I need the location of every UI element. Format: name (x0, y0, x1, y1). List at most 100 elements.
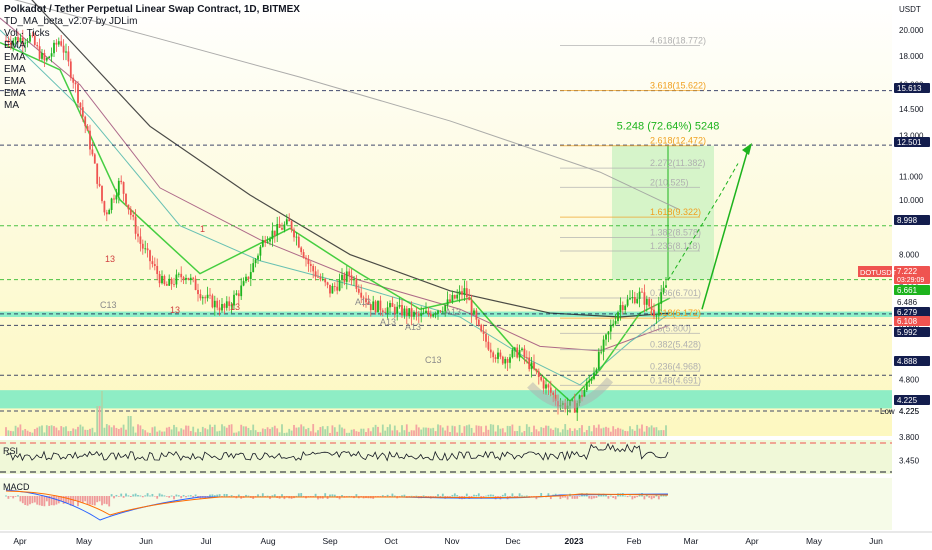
macd-histogram-bar (161, 494, 163, 497)
volume-bar (609, 431, 612, 436)
chart-title: Polkadot / Tether Perpetual Linear Swap … (4, 4, 300, 15)
candle-body (401, 304, 403, 316)
ma-label-5[interactable]: EMA (4, 88, 26, 99)
candle-body (201, 297, 204, 299)
candle-body (348, 271, 351, 276)
macd-histogram-bar (223, 493, 226, 497)
volume-bar (583, 432, 586, 436)
macd-histogram-bar (67, 496, 70, 504)
indicator-label[interactable]: TD_MA_beta_v2.07 by JDLim (4, 16, 138, 27)
volume-bar (122, 424, 125, 436)
price-label-7: 6.108 (897, 317, 918, 326)
macd-histogram-bar (590, 496, 593, 500)
candle-body (127, 204, 130, 210)
macd-histogram-bar (269, 496, 271, 500)
candle-body (233, 294, 235, 306)
candle-body (285, 219, 288, 225)
volume-bar (607, 427, 610, 436)
volume-bar (631, 429, 634, 436)
macd-histogram-bar (629, 495, 631, 497)
candle-body (636, 298, 639, 304)
volume-bar (261, 428, 264, 436)
volume-bar (621, 429, 624, 436)
volume-bar (146, 432, 149, 436)
ma-label-4[interactable]: EMA (4, 76, 26, 87)
macd-histogram-bar (465, 493, 468, 497)
macd-histogram-bar (393, 495, 396, 497)
price-label-box-10 (894, 395, 930, 405)
macd-histogram-bar (331, 494, 334, 497)
macd-histogram-bar (559, 496, 562, 500)
candle-body (12, 40, 15, 45)
price-tick-13: 4.225 (899, 407, 920, 416)
macd-histogram-bar (566, 496, 569, 500)
ma-label-1[interactable]: EMA (4, 40, 26, 51)
candle-body (338, 280, 341, 291)
volume-bar (117, 428, 120, 436)
volume-bar (561, 429, 564, 436)
volume-bar (391, 430, 394, 436)
macd-histogram-bar (355, 494, 358, 497)
macd-histogram-bar (153, 496, 156, 497)
candle-body (50, 53, 53, 57)
candle-body (638, 291, 641, 299)
ma-label-6[interactable]: MA (4, 100, 19, 111)
fib-label-10: 0.5(5.800) (650, 323, 691, 333)
volume-bar (518, 425, 521, 436)
volume-bar (477, 425, 480, 436)
macd-histogram-bar (614, 496, 617, 500)
candle-body (168, 278, 171, 286)
candle-body (545, 384, 547, 389)
candle-body (554, 394, 557, 402)
candle-body (153, 264, 156, 266)
volume-bar (552, 429, 555, 436)
volume-bar (549, 428, 552, 436)
volume-bar (163, 431, 166, 436)
volume-bar (62, 427, 65, 436)
macd-histogram-bar (415, 495, 418, 497)
volume-bar (487, 429, 490, 436)
volume-bar (417, 427, 420, 436)
macd-histogram-bar (101, 496, 103, 506)
ma-label-3[interactable]: EMA (4, 64, 26, 75)
price-label-9: 4.888 (897, 357, 918, 366)
volume-bar (309, 431, 312, 436)
volume-bar (204, 428, 207, 436)
macd-histogram-bar (549, 496, 552, 500)
candle-body (120, 180, 123, 183)
time-tick-4: Aug (260, 536, 275, 546)
candle-body (43, 53, 46, 61)
volume-bar (389, 424, 391, 436)
candle-body (189, 277, 192, 280)
volume-bar (266, 427, 269, 436)
macd-histogram-bar (381, 495, 384, 497)
time-tick-9: 2023 (565, 536, 584, 546)
volume-bar (645, 425, 648, 436)
macd-histogram-bar (134, 493, 137, 497)
candle-body (240, 285, 243, 297)
volume-bar (84, 429, 87, 436)
td-annotation-9: 1 (200, 224, 205, 234)
volume-bar (403, 430, 406, 436)
candle-body (254, 259, 257, 264)
volume-bar (151, 427, 154, 436)
macd-histogram-bar (55, 496, 58, 505)
volume-bar (45, 425, 48, 436)
candle-body (365, 298, 367, 303)
volume-bar (77, 426, 79, 436)
candle-body (96, 163, 99, 184)
volume-bar (264, 429, 267, 436)
candle-body (665, 285, 667, 288)
macd-histogram-bar (485, 495, 487, 497)
fib-label-7: 1.236(8.118) (650, 241, 700, 251)
annotations: 13 13 13 C13 A13 A13 A13 C13 A13 1 (100, 143, 752, 409)
volume-label[interactable]: Vol · Ticks (4, 28, 50, 39)
candle-body (271, 230, 274, 240)
macd-histogram-bar (377, 496, 379, 497)
candle-body (463, 288, 466, 295)
macd-histogram-bar (245, 494, 247, 497)
candle-body (429, 313, 432, 317)
ma-label-2[interactable]: EMA (4, 52, 26, 63)
volume-bar (26, 430, 29, 436)
